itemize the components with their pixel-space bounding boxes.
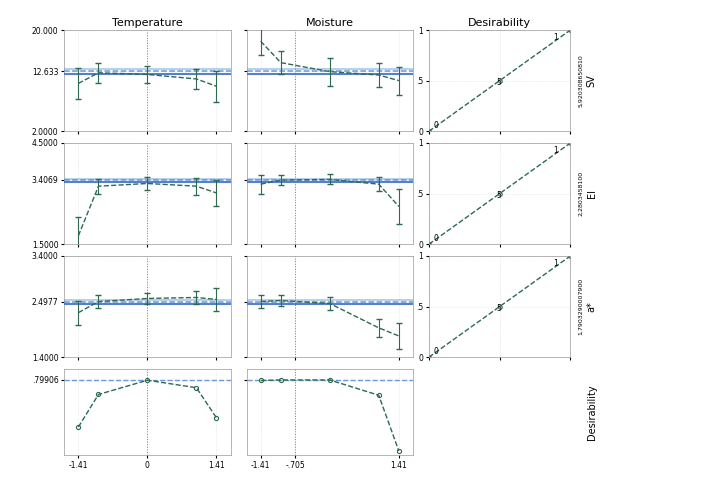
Title: Temperature: Temperature (112, 18, 183, 28)
Title: Moisture: Moisture (306, 18, 354, 28)
Text: 1: 1 (553, 33, 558, 42)
Text: 0: 0 (433, 121, 438, 130)
Text: a*: a* (587, 301, 597, 312)
Text: EI: EI (587, 189, 597, 198)
Text: 5: 5 (497, 78, 502, 86)
Text: 5: 5 (497, 304, 502, 312)
Text: 5,920308650810: 5,920308650810 (578, 54, 584, 107)
Text: Desirability: Desirability (587, 384, 597, 440)
Text: 2,2803458100: 2,2803458100 (578, 171, 584, 216)
Text: 0: 0 (433, 347, 438, 356)
Text: 0: 0 (433, 234, 438, 243)
Text: 1: 1 (553, 259, 558, 268)
Text: 1,7903290007900: 1,7903290007900 (578, 278, 584, 335)
Text: 1: 1 (553, 146, 558, 155)
Text: SV: SV (587, 74, 597, 87)
Text: 5: 5 (497, 190, 502, 200)
Title: Desirability: Desirability (468, 18, 531, 28)
